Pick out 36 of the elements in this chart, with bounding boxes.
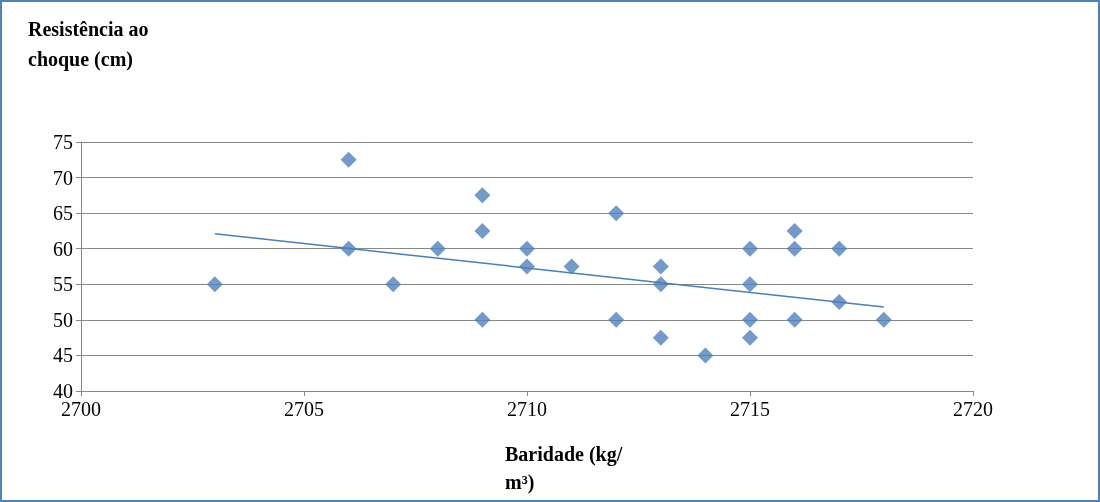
point bbox=[742, 276, 758, 293]
point bbox=[742, 311, 758, 328]
point bbox=[340, 151, 357, 168]
point bbox=[608, 311, 625, 328]
point bbox=[786, 240, 803, 257]
point bbox=[697, 347, 714, 364]
point bbox=[385, 276, 402, 293]
x-tick-label: 2710 bbox=[507, 398, 547, 420]
point bbox=[474, 222, 491, 239]
y-tick-label: 45 bbox=[53, 344, 73, 367]
point bbox=[742, 240, 758, 257]
point bbox=[608, 205, 625, 222]
point bbox=[652, 329, 669, 346]
y-tick-label: 50 bbox=[53, 308, 73, 331]
y-tick-label: 70 bbox=[53, 166, 73, 189]
point bbox=[519, 240, 535, 257]
x-tick-label: 2720 bbox=[953, 398, 993, 420]
y-tick-label: 55 bbox=[53, 273, 73, 296]
x-tick-label: 2705 bbox=[284, 398, 324, 420]
y-axis-title: Resistência ao choque (cm) bbox=[28, 18, 154, 71]
point bbox=[563, 258, 580, 275]
point bbox=[474, 187, 491, 204]
y-tick-label: 60 bbox=[53, 237, 73, 260]
point bbox=[831, 240, 848, 257]
point bbox=[875, 311, 892, 328]
y-tick-label: 65 bbox=[53, 202, 73, 225]
y-tick-label: 75 bbox=[53, 131, 73, 153]
point bbox=[786, 311, 803, 328]
point bbox=[786, 222, 803, 239]
point bbox=[474, 311, 491, 328]
point bbox=[429, 240, 446, 257]
x-axis-title: Baridade (kg/m³) bbox=[505, 443, 623, 494]
x-tick-label: 2715 bbox=[730, 398, 770, 420]
point bbox=[206, 276, 223, 293]
point bbox=[652, 258, 669, 275]
point bbox=[742, 329, 758, 346]
